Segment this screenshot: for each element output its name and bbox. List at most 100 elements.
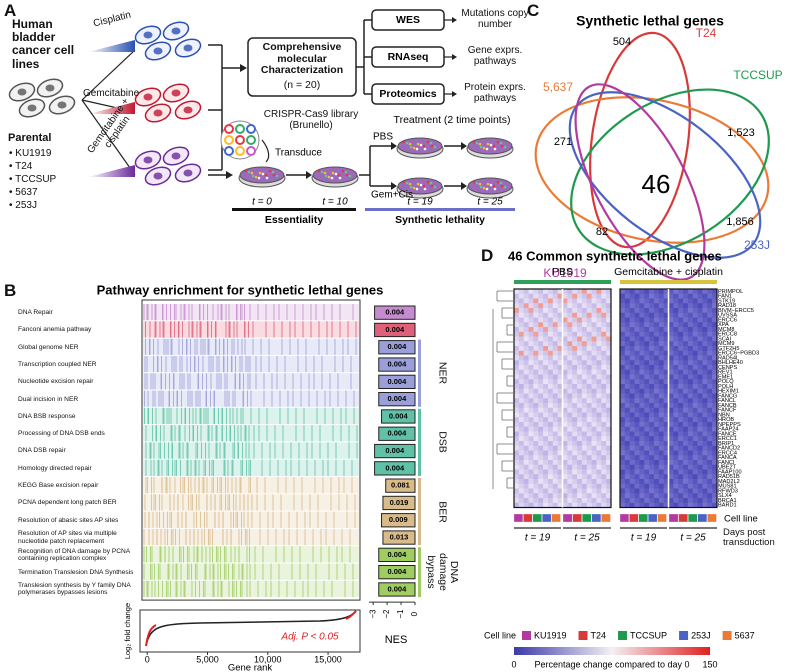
dish-dot — [422, 184, 426, 188]
heatmap-cell — [547, 407, 554, 413]
heatmap-cell — [518, 488, 524, 494]
heatmap-cell — [644, 384, 650, 390]
heatmap-cell — [533, 498, 539, 504]
heatmap-cell — [572, 498, 578, 504]
dish-dot — [272, 173, 276, 177]
heatmap-cell — [649, 308, 655, 314]
heatmap-cell — [653, 317, 660, 323]
heatmap-cell — [653, 407, 660, 413]
heatmap-cell — [668, 322, 674, 328]
heatmap-cell — [629, 455, 635, 461]
heatmap-cell — [533, 450, 539, 456]
heatmap-cell — [533, 303, 539, 309]
heatmap-cell — [687, 479, 694, 485]
heatmap-cell — [514, 493, 520, 499]
heatmap-cell — [653, 403, 660, 409]
heatmap-cell — [606, 393, 612, 399]
group-bracket — [418, 408, 421, 476]
heatmap-cell — [692, 455, 698, 461]
heatmap-cell — [557, 479, 563, 485]
heatmap-cell — [653, 455, 660, 461]
heatmap-cell — [668, 327, 674, 333]
nes-tick-label: −3 — [368, 609, 377, 619]
heatmap-cell — [606, 493, 612, 499]
heatmap-cell — [653, 412, 660, 418]
nes-bar — [378, 374, 416, 390]
heatmap-cell — [712, 374, 718, 380]
heatmap-cell — [591, 412, 597, 418]
heatmap-cell — [601, 289, 607, 295]
heatmap-cell — [687, 407, 694, 413]
heatmap-cell — [644, 502, 650, 508]
heatmap-cell — [702, 393, 708, 399]
heatmap-cell — [596, 469, 602, 475]
heatmap-cell — [552, 417, 558, 423]
cell-line-swatch — [532, 513, 542, 523]
heatmap-cell — [533, 502, 539, 508]
heatmap-cell — [547, 403, 554, 409]
heatmap-cell — [533, 331, 539, 337]
heatmap-cell — [678, 431, 684, 437]
heatmap-cell — [601, 350, 607, 356]
heatmap-cell — [606, 308, 612, 314]
heatmap-cell — [673, 293, 679, 299]
heatmap-cell — [649, 293, 655, 299]
heatmap-cell — [639, 493, 645, 499]
heatmap-cell — [620, 488, 626, 494]
heatmap-cell — [552, 407, 558, 413]
heatmap-cell — [533, 317, 539, 323]
heatmap-cell — [514, 483, 520, 489]
dish-dot — [433, 185, 437, 189]
heatmap-cell — [533, 445, 539, 451]
heatmap-cell — [702, 331, 708, 337]
dish-dot — [423, 147, 427, 151]
heatmap-cell — [533, 407, 539, 413]
heatmap-cell — [644, 479, 650, 485]
pathway-name: Fanconi anemia pathway — [18, 326, 92, 334]
heatmap-cell — [624, 322, 630, 328]
heatmap-cell — [692, 327, 698, 333]
heatmap-cell — [552, 331, 558, 337]
heatmap-cell — [658, 407, 664, 413]
heatmap-cell — [624, 393, 630, 399]
heatmap-cell — [572, 417, 578, 423]
heatmap-cell — [533, 298, 539, 304]
heatmap-cell — [687, 450, 694, 456]
heatmap-cell — [518, 460, 524, 466]
heatmap-cell — [596, 327, 602, 333]
group-label: BER — [436, 500, 449, 523]
heatmap-cell — [678, 331, 684, 337]
heatmap-cell — [562, 293, 568, 299]
barcode-band — [143, 511, 359, 528]
dish-dot — [264, 173, 268, 177]
barcode-band — [143, 494, 359, 511]
dish-dot — [416, 142, 420, 146]
heatmap-cell — [644, 398, 650, 404]
heatmap-cell — [562, 327, 568, 333]
gene-label: GTF2H5 — [718, 346, 739, 352]
heatmap-cell — [528, 298, 534, 304]
heatmap-cell — [567, 322, 573, 328]
parental-line: • KU1919 — [9, 148, 52, 159]
heatmap-cell — [687, 483, 694, 489]
timepoint-label: t = 25 — [680, 533, 706, 544]
heatmap-cell — [629, 341, 635, 347]
heatmap-cell — [639, 488, 645, 494]
heatmap-cell — [562, 464, 568, 470]
heatmap-cell — [634, 417, 640, 423]
heatmap-cell — [692, 298, 698, 304]
heatmap-cell — [586, 384, 592, 390]
gene-label: XPA — [718, 322, 729, 328]
heatmap-cell — [649, 331, 655, 337]
library-dot — [246, 124, 256, 134]
heatmap-cell — [629, 417, 635, 423]
heatmap-cell — [707, 412, 713, 418]
heatmap-cell — [577, 445, 583, 451]
heatmap-cell — [697, 388, 703, 394]
venn-set-label: KU1919 — [543, 266, 587, 280]
heatmap-cell — [629, 474, 635, 480]
heatmap-cell — [697, 479, 703, 485]
heatmap-cell — [697, 422, 703, 428]
nes-tick-label: −1 — [396, 609, 405, 619]
heatmap-cell — [552, 431, 558, 437]
